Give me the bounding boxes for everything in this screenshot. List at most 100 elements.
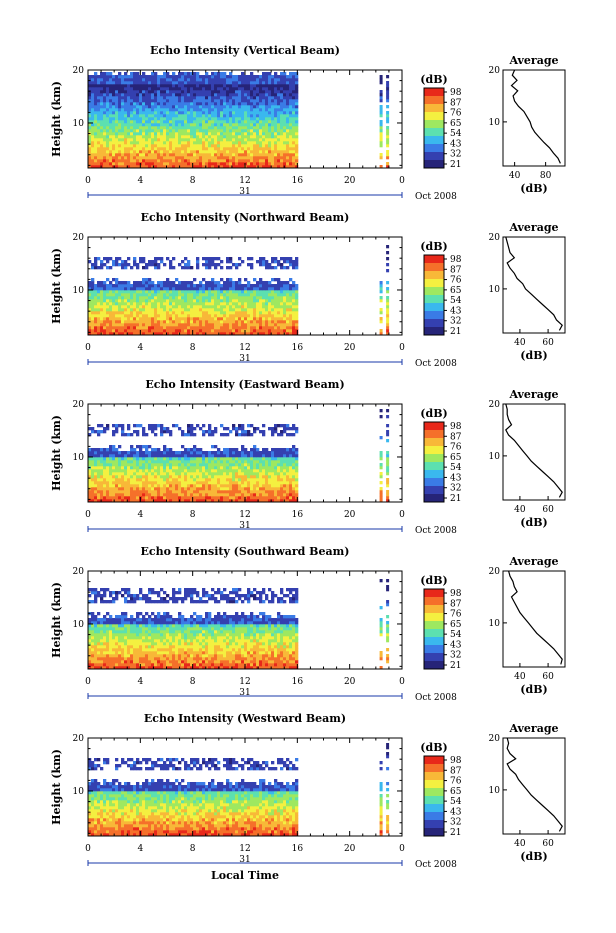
heatmap-cell xyxy=(187,138,190,141)
heatmap-cell xyxy=(214,287,217,290)
heatmap-cell xyxy=(292,472,295,475)
heatmap-cell xyxy=(274,111,277,114)
heatmap-cell xyxy=(235,293,238,296)
heatmap-cell xyxy=(157,129,160,132)
heatmap-cell xyxy=(217,132,220,135)
heatmap-cell xyxy=(100,114,103,117)
heatmap-cell xyxy=(115,96,118,99)
heatmap-cell xyxy=(295,78,298,81)
heatmap-cell xyxy=(136,460,139,463)
heatmap-cell xyxy=(229,117,232,120)
heatmap-cell xyxy=(268,96,271,99)
heatmap-cell xyxy=(217,314,220,317)
heatmap-cell xyxy=(94,78,97,81)
heatmap-cell xyxy=(199,296,202,299)
heatmap-cell xyxy=(121,484,124,487)
heatmap-cell xyxy=(196,472,199,475)
heatmap-cell xyxy=(166,123,169,126)
heatmap-cell xyxy=(247,87,250,90)
heatmap-cell xyxy=(97,84,100,87)
heatmap-cell xyxy=(160,78,163,81)
heatmap-cell xyxy=(142,87,145,90)
heatmap-cell xyxy=(115,99,118,102)
heatmap-cell xyxy=(265,72,268,75)
x-tick-label: 16 xyxy=(292,343,304,353)
heatmap-cell xyxy=(160,284,163,287)
heatmap-cell xyxy=(196,108,199,111)
heatmap-cell xyxy=(262,481,265,484)
heatmap-cell xyxy=(220,287,223,290)
heatmap-cell xyxy=(262,329,265,332)
heatmap-cell xyxy=(178,135,181,138)
heatmap-cell xyxy=(133,290,136,293)
heatmap-cell xyxy=(199,123,202,126)
heatmap-cell xyxy=(217,105,220,108)
heatmap-cell xyxy=(238,159,241,162)
heatmap-cell xyxy=(94,102,97,105)
heatmap-cell xyxy=(121,478,124,481)
heatmap-cell xyxy=(286,469,289,472)
heatmap-cell xyxy=(139,81,142,84)
heatmap-cell xyxy=(124,141,127,144)
heatmap-cell xyxy=(175,93,178,96)
heatmap-cell xyxy=(220,484,223,487)
heatmap-cell xyxy=(145,463,148,466)
heatmap-cell xyxy=(280,317,283,320)
heatmap-cell xyxy=(386,150,389,153)
heatmap-cell xyxy=(97,308,100,311)
heatmap-cells xyxy=(88,72,389,168)
heatmap-cell xyxy=(271,108,274,111)
heatmap-cell xyxy=(202,90,205,93)
heatmap-cell xyxy=(151,132,154,135)
average-x-tick-label: 40 xyxy=(509,171,521,181)
heatmap-cell xyxy=(91,311,94,314)
heatmap-cell xyxy=(145,308,148,311)
heatmap-cell xyxy=(208,472,211,475)
heatmap-cell xyxy=(196,87,199,90)
heatmap-cell xyxy=(241,299,244,302)
heatmap-cell xyxy=(265,299,268,302)
heatmap-cell xyxy=(145,320,148,323)
heatmap-cell xyxy=(380,141,383,144)
heatmap-cell xyxy=(274,129,277,132)
heatmap-cell xyxy=(97,123,100,126)
heatmap-cell xyxy=(136,472,139,475)
heatmap-cell xyxy=(386,263,389,266)
heatmap-cell xyxy=(244,469,247,472)
heatmap-cell xyxy=(244,129,247,132)
heatmap-cell xyxy=(286,111,289,114)
heatmap-cell xyxy=(154,320,157,323)
heatmap-cell xyxy=(100,478,103,481)
heatmap-cell xyxy=(133,472,136,475)
heatmap-cell xyxy=(380,296,383,299)
heatmap-cell xyxy=(106,257,109,260)
heatmap-cell xyxy=(163,463,166,466)
heatmap-cell xyxy=(262,156,265,159)
heatmap-cell xyxy=(100,469,103,472)
heatmap-cell xyxy=(220,84,223,87)
heatmap-cell xyxy=(223,162,226,165)
heatmap-cell xyxy=(214,326,217,329)
heatmap-cell xyxy=(142,299,145,302)
heatmap-cell xyxy=(94,141,97,144)
heatmap-cell xyxy=(235,299,238,302)
heatmap-cell xyxy=(226,150,229,153)
heatmap-cell xyxy=(100,266,103,269)
heatmap-cell xyxy=(139,472,142,475)
heatmap-cell xyxy=(229,90,232,93)
heatmap-cell xyxy=(256,487,259,490)
heatmap-cell xyxy=(271,320,274,323)
heatmap-cell xyxy=(139,84,142,87)
heatmap-cell xyxy=(166,466,169,469)
heatmap-cell xyxy=(226,266,229,269)
heatmap-cell xyxy=(136,153,139,156)
heatmap-cell xyxy=(244,317,247,320)
heatmap-cell xyxy=(280,320,283,323)
heatmap-cell xyxy=(163,466,166,469)
heatmap-cell xyxy=(151,129,154,132)
heatmap-cell xyxy=(91,290,94,293)
heatmap-cell xyxy=(142,135,145,138)
heatmap-cell xyxy=(127,99,130,102)
heatmap-cell xyxy=(175,114,178,117)
heatmap-cell xyxy=(157,117,160,120)
